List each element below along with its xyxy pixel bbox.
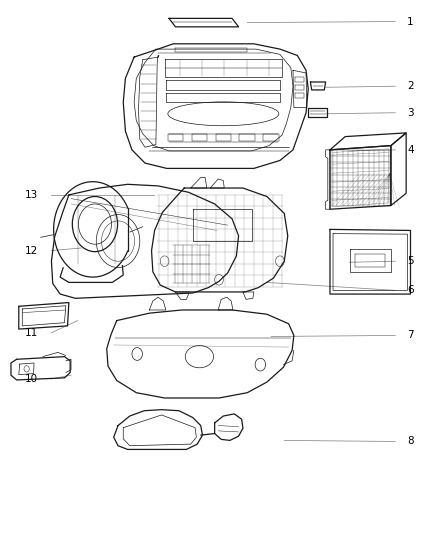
Text: 12: 12	[25, 246, 39, 256]
Text: 3: 3	[407, 108, 414, 118]
Text: 5: 5	[407, 256, 414, 266]
Text: 4: 4	[407, 145, 414, 155]
Text: 8: 8	[407, 437, 414, 447]
Text: 6: 6	[407, 285, 414, 295]
Text: 13: 13	[25, 190, 39, 200]
Text: 10: 10	[25, 374, 39, 384]
Text: 1: 1	[407, 17, 414, 27]
Text: 2: 2	[407, 81, 414, 91]
Text: 11: 11	[25, 328, 39, 338]
Text: 7: 7	[407, 330, 414, 341]
